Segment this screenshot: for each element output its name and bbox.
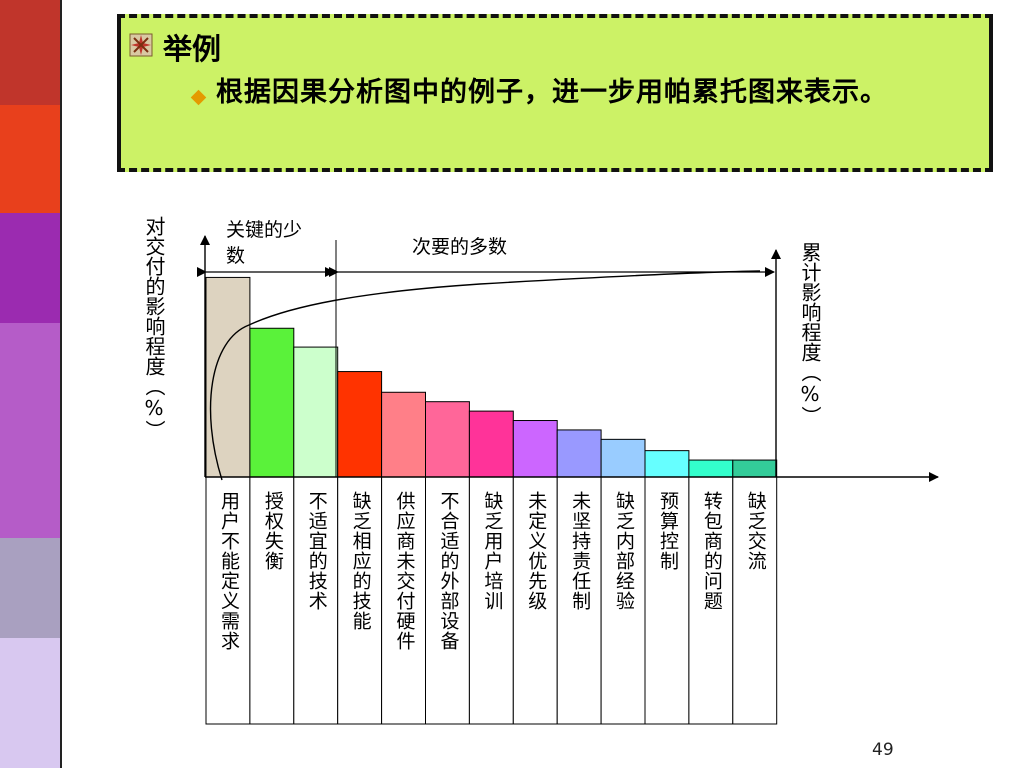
page-number: 49 bbox=[872, 740, 894, 760]
category-label-9: 未坚持责任制 bbox=[569, 491, 591, 611]
title-banner: 举例 根据因果分析图中的例子，进一步用帕累托图来表示。 bbox=[117, 14, 993, 172]
category-label-6: 不合适的外部设备 bbox=[437, 491, 459, 651]
stripe-6 bbox=[0, 638, 60, 768]
heading-text: 举例 bbox=[163, 32, 222, 66]
bar-3 bbox=[293, 346, 339, 478]
bar-13 bbox=[732, 459, 778, 478]
category-label-11: 预算控制 bbox=[657, 491, 679, 571]
stripe-1 bbox=[0, 0, 60, 105]
bar-11 bbox=[644, 450, 690, 478]
category-label-1: 用户不能定义需求 bbox=[218, 491, 240, 651]
category-box-13 bbox=[732, 476, 778, 725]
bar-9 bbox=[556, 429, 602, 478]
category-label-13: 缺乏交流 bbox=[745, 491, 767, 571]
bar-5 bbox=[381, 391, 427, 478]
star-bullet-icon bbox=[129, 30, 153, 64]
category-box-6 bbox=[425, 476, 470, 725]
category-box-1 bbox=[205, 476, 251, 725]
category-box-4 bbox=[337, 476, 383, 725]
category-box-3 bbox=[293, 476, 339, 725]
stripe-3 bbox=[0, 213, 60, 323]
bar-12 bbox=[688, 459, 734, 478]
stripe-5 bbox=[0, 538, 60, 638]
bar-8 bbox=[512, 420, 558, 478]
category-box-9 bbox=[556, 476, 602, 725]
trivial-many-annotation: 次要的多数 bbox=[412, 236, 507, 258]
y-axis-left-label: 对交付的影响程度（%） bbox=[142, 216, 166, 440]
category-label-5: 供应商未交付硬件 bbox=[394, 491, 416, 651]
bar-7 bbox=[468, 410, 514, 478]
y-axis-right-label: 累计影响程度（%） bbox=[798, 242, 822, 426]
category-label-2: 授权失衡 bbox=[262, 491, 284, 571]
category-label-8: 未定义优先级 bbox=[525, 491, 547, 611]
category-label-10: 缺乏内部经验 bbox=[613, 491, 635, 611]
category-label-3: 不适宜的技术 bbox=[306, 491, 328, 611]
bar-4 bbox=[337, 371, 383, 478]
bar-6 bbox=[425, 401, 470, 478]
bullet-item: 根据因果分析图中的例子，进一步用帕累托图来表示。 bbox=[189, 74, 969, 112]
bar-10 bbox=[600, 438, 646, 478]
bar-1 bbox=[205, 276, 251, 478]
category-box-2 bbox=[249, 476, 295, 725]
category-label-7: 缺乏用户培训 bbox=[481, 491, 503, 611]
category-label-12: 转包商的问题 bbox=[701, 491, 723, 611]
bullet-text: 根据因果分析图中的例子，进一步用帕累托图来表示。 bbox=[216, 77, 888, 108]
stripe-2 bbox=[0, 105, 60, 213]
bar-2 bbox=[249, 327, 295, 478]
stripe-4 bbox=[0, 323, 60, 538]
vital-few-annotation: 关键的少数 bbox=[226, 219, 303, 267]
category-box-5 bbox=[381, 476, 427, 725]
category-label-4: 缺乏相应的技能 bbox=[350, 491, 372, 631]
slide-heading: 举例 bbox=[129, 26, 221, 68]
stripe-divider bbox=[60, 0, 62, 768]
